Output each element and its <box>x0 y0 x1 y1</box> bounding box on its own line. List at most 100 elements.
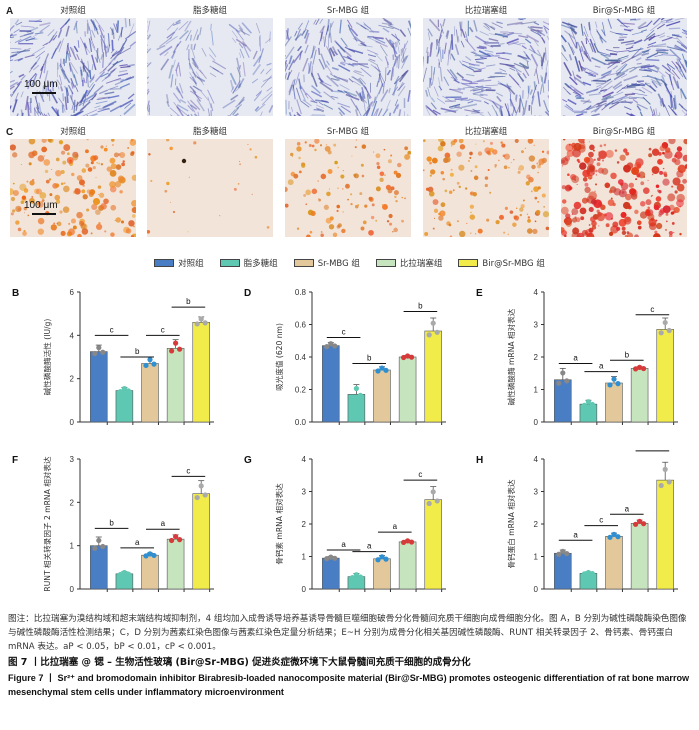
significance-label: c <box>650 305 654 314</box>
significance-label: c <box>110 325 114 334</box>
ars-panel-control: 对照组 100 μm <box>10 125 136 237</box>
significance-label: a <box>341 540 346 549</box>
data-point <box>607 534 613 540</box>
legend-swatch <box>219 259 240 267</box>
bar <box>656 479 674 590</box>
data-point <box>658 330 664 336</box>
bar <box>630 523 649 590</box>
ars-stain-image: 100 μm <box>10 139 136 237</box>
significance-label: a <box>599 362 604 371</box>
mineral-nodules-texture <box>423 139 549 237</box>
data-point <box>607 382 613 388</box>
panel-letter: B <box>12 288 19 299</box>
y-tick-label: 0 <box>302 585 307 594</box>
alp-stain-image <box>561 18 687 116</box>
y-tick-label: 0.2 <box>295 386 307 395</box>
bar <box>115 390 134 423</box>
data-point <box>332 343 338 349</box>
legend-label: Sr-MBG 组 <box>317 259 360 269</box>
data-point <box>666 479 672 485</box>
data-point <box>353 385 359 392</box>
data-point <box>401 539 407 545</box>
bar <box>90 545 108 590</box>
data-point <box>375 557 381 563</box>
scale-bar-label: 100 μm <box>24 79 58 90</box>
data-point <box>666 327 672 334</box>
significance-label: a <box>573 354 578 363</box>
data-point <box>658 482 664 489</box>
significance-label: c <box>342 328 346 337</box>
data-point <box>615 534 621 540</box>
data-point <box>589 401 595 408</box>
data-point <box>637 518 643 524</box>
y-tick-label: 0.6 <box>295 321 307 330</box>
data-point <box>100 349 106 355</box>
y-tick-label: 1 <box>534 553 539 562</box>
data-point <box>430 320 436 326</box>
bar <box>373 558 391 590</box>
data-point <box>637 364 643 370</box>
y-axis-label: RUNT 相关转录因子 2 mRNA 相对表达 <box>42 456 52 592</box>
data-point <box>560 370 566 376</box>
y-axis-label: 骨钙素 mRNA 相对表达 <box>274 483 284 565</box>
y-axis-label: 碱性磷酸酶 mRNA 相对表达 <box>506 308 516 405</box>
data-point <box>143 362 149 369</box>
ars-stain-image <box>285 139 411 237</box>
panel-letter: H <box>476 455 483 466</box>
data-point <box>409 539 415 545</box>
panel-title: 比拉瑞塞组 <box>464 127 508 137</box>
bar <box>630 368 649 423</box>
figure-title-english: Figure 7 丨 Sr²⁺ and bromodomain inhibito… <box>8 673 690 697</box>
data-point <box>353 572 359 578</box>
y-tick-label: 0 <box>534 418 539 427</box>
alp-stain-image <box>285 18 411 116</box>
data-point <box>202 320 208 326</box>
data-point <box>633 521 639 527</box>
data-point <box>560 548 566 554</box>
bar <box>192 493 210 590</box>
data-point <box>92 350 98 357</box>
legend-label: 对照组 <box>178 259 204 269</box>
legend-swatch <box>458 259 479 267</box>
y-tick-label: 2 <box>70 498 75 507</box>
significance-label: c <box>599 516 603 525</box>
y-tick-label: 2 <box>70 375 75 384</box>
data-point <box>92 545 98 551</box>
bar <box>424 330 442 423</box>
panel-title: Sr-MBG 组 <box>326 6 370 16</box>
data-point <box>581 402 587 408</box>
stained-cells-texture <box>10 18 136 116</box>
data-point <box>401 354 407 361</box>
bar <box>579 573 598 590</box>
bar <box>141 554 159 590</box>
chart-g-osteocalcin-mrna: G 骨钙素 mRNA 相对表达 0 1 2 3 4 a a a c <box>244 455 446 594</box>
bar <box>398 541 417 590</box>
panel-letter-a: A <box>6 6 14 17</box>
stained-cells-texture <box>423 18 549 116</box>
ars-stain-image <box>423 139 549 237</box>
data-point <box>349 575 355 581</box>
data-point <box>169 537 175 544</box>
legend-item-sr-mbg: Sr-MBG 组 <box>293 257 360 269</box>
significance-label: a <box>161 519 166 528</box>
y-tick-label: 1 <box>534 386 539 395</box>
legend-item-birabresib: 比拉瑞塞组 <box>375 257 442 269</box>
bar <box>322 557 340 590</box>
bar <box>398 356 417 423</box>
panel-letter: F <box>12 455 18 466</box>
bar <box>322 345 340 423</box>
y-axis-label: 吸光度值 (620 nm) <box>274 323 284 391</box>
y-tick-label: 2 <box>534 353 539 362</box>
data-point <box>194 494 200 501</box>
y-tick-label: 0.8 <box>295 288 307 297</box>
data-point <box>198 316 204 322</box>
significance-label: c <box>418 470 422 479</box>
chart-h-osteocalcin-protein-mrna: H 骨钙蛋白 mRNA 相对表达 0 1 2 3 4 a c a c <box>476 449 678 594</box>
bar <box>605 536 623 590</box>
significance-label: b <box>418 302 423 311</box>
alp-stain-image <box>423 18 549 116</box>
y-tick-label: 4 <box>302 455 307 464</box>
legend-item-lps: 脂多糖组 <box>219 257 278 269</box>
data-point <box>169 348 175 354</box>
data-point <box>357 574 363 580</box>
